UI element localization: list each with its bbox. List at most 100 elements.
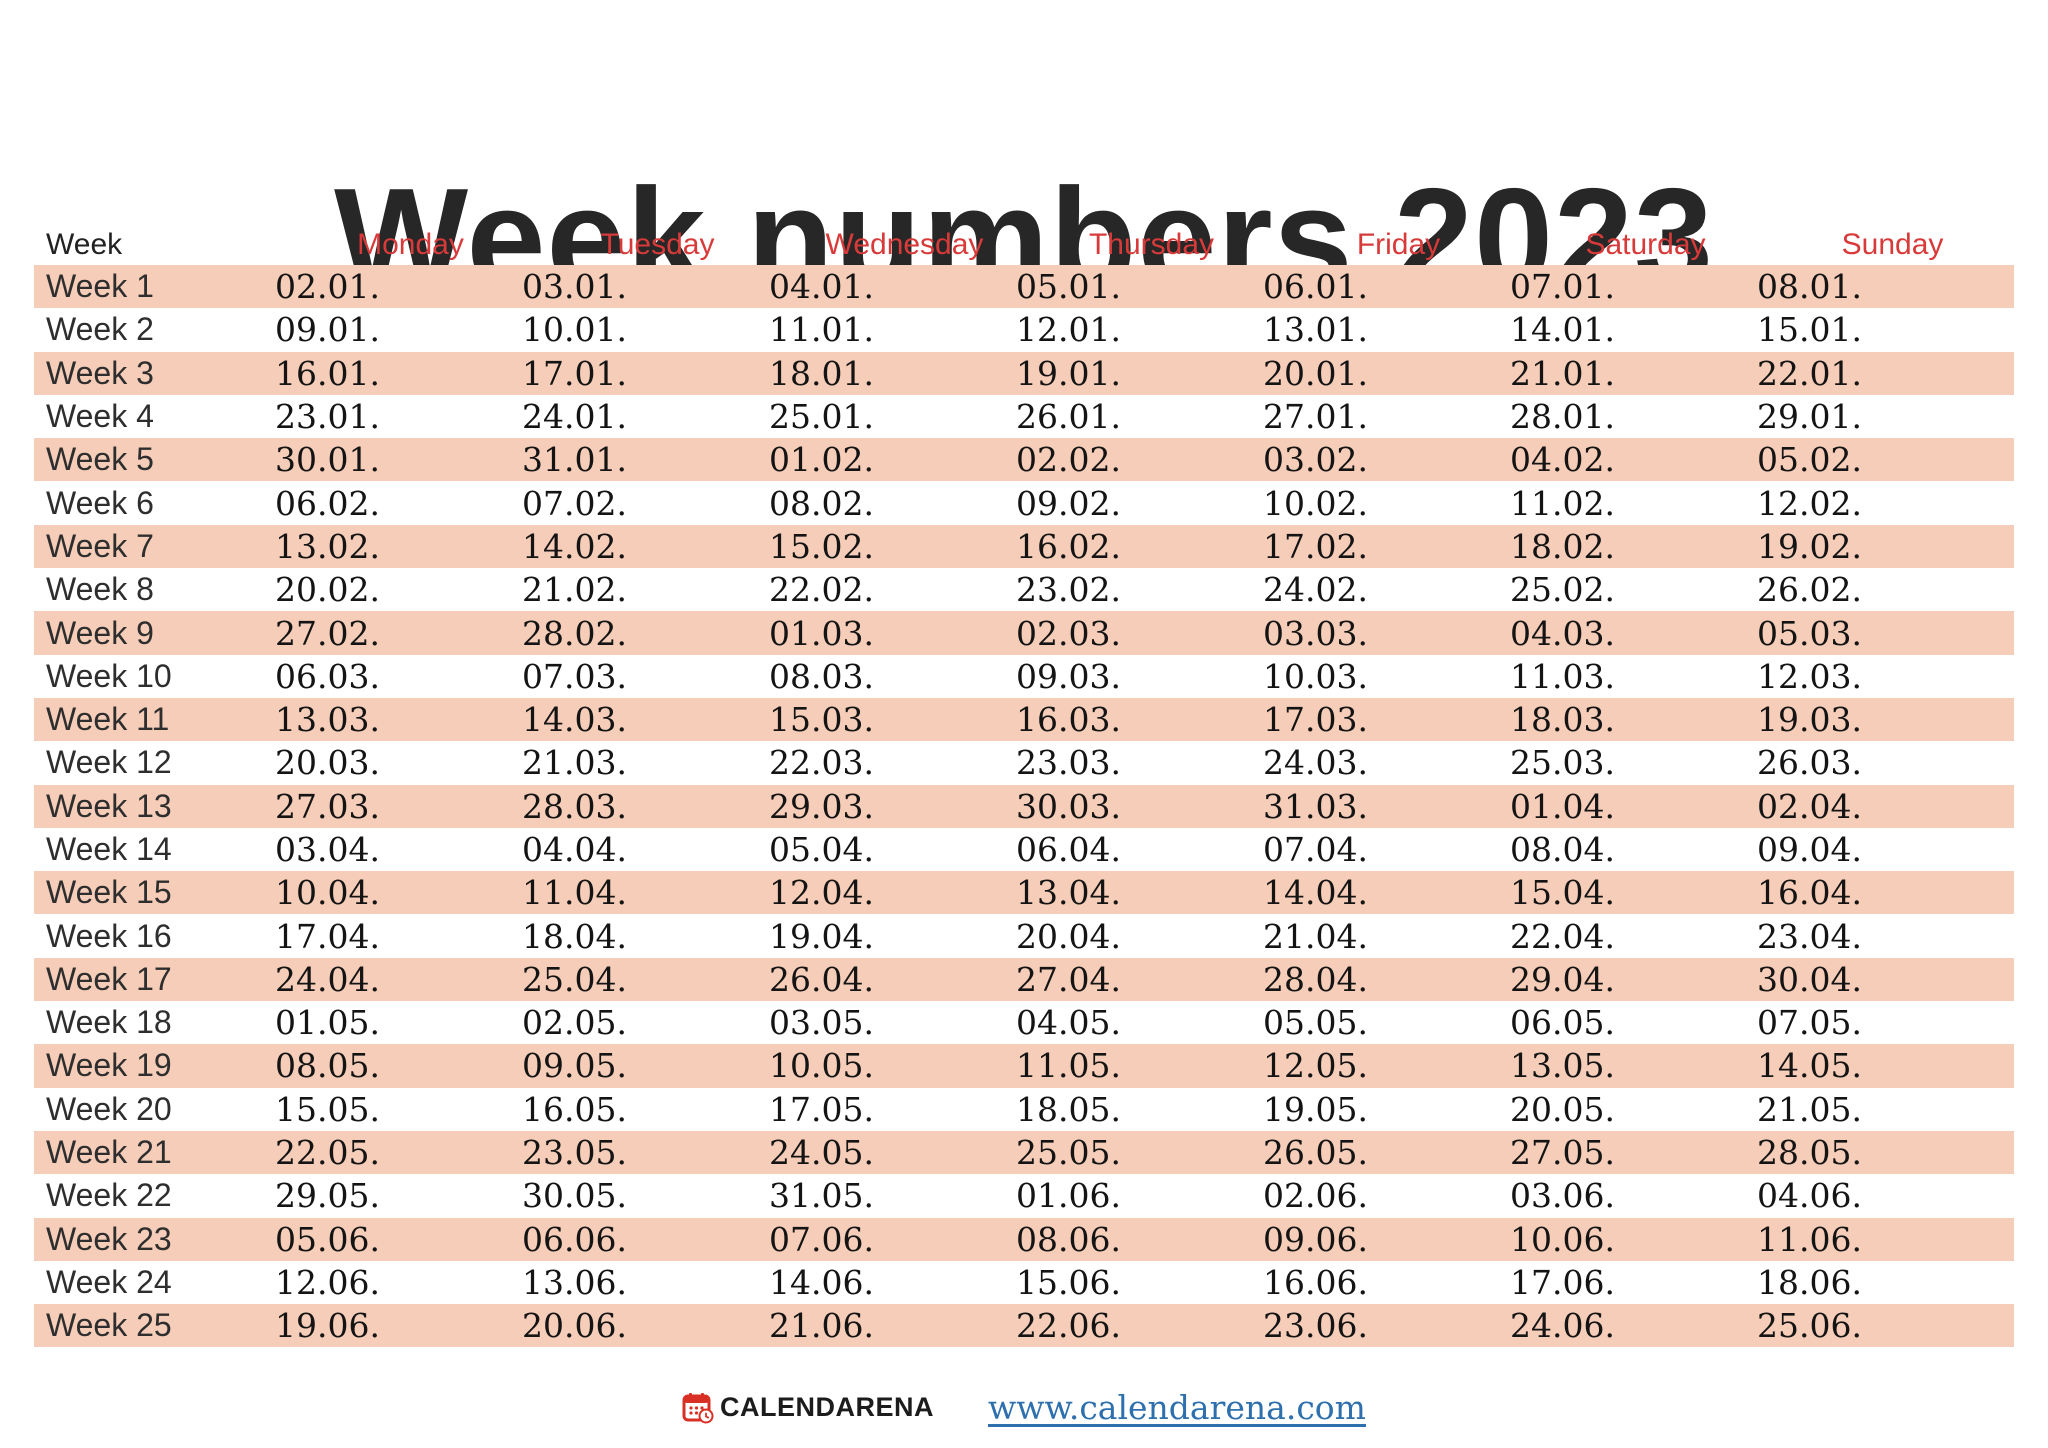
date-cell: 24.01. (451, 397, 698, 436)
date-value: 14.01. (1510, 310, 1615, 350)
date-cell: 23.01. (204, 397, 451, 436)
date-cell: 07.01. (1439, 267, 1686, 306)
date-cell: 31.03. (1192, 787, 1439, 826)
date-value: 05.05. (1263, 1003, 1368, 1043)
week-label-cell: Week 8 (34, 571, 204, 608)
date-value: 28.02. (522, 613, 627, 653)
date-cell: 11.05. (945, 1046, 1192, 1085)
date-value: 08.03. (769, 656, 874, 696)
date-cell: 18.03. (1439, 700, 1686, 739)
website-link[interactable]: www.calendarena.com (988, 1388, 1366, 1427)
date-value: 29.03. (769, 786, 874, 826)
date-cell: 26.01. (945, 397, 1192, 436)
date-value: 24.05. (769, 1133, 874, 1173)
date-value: 24.06. (1510, 1306, 1615, 1346)
week-label: Week 19 (46, 1047, 172, 1084)
date-cell: 15.04. (1439, 873, 1686, 912)
date-value: 11.02. (1510, 483, 1615, 523)
date-cell: 25.04. (451, 960, 698, 999)
date-cell: 15.03. (698, 700, 945, 739)
date-cell: 04.06. (1686, 1176, 1933, 1215)
date-cell: 23.04. (1686, 917, 1933, 956)
week-label-cell: Week 4 (34, 398, 204, 435)
date-value: 23.06. (1263, 1306, 1368, 1346)
date-cell: 09.04. (1686, 830, 1933, 869)
date-cell: 28.05. (1686, 1133, 1933, 1172)
date-cell: 21.02. (451, 570, 698, 609)
date-value: 12.01. (1016, 310, 1121, 350)
week-label-cell: Week 1 (34, 268, 204, 305)
date-cell: 04.02. (1439, 440, 1686, 479)
date-cell: 03.03. (1192, 614, 1439, 653)
date-cell: 23.02. (945, 570, 1192, 609)
date-value: 30.04. (1757, 959, 1862, 999)
date-cell: 14.01. (1439, 310, 1686, 349)
date-value: 25.04. (522, 959, 627, 999)
date-cell: 11.01. (698, 310, 945, 349)
date-value: 13.06. (522, 1262, 627, 1302)
date-value: 25.05. (1016, 1133, 1121, 1173)
date-value: 28.01. (1510, 397, 1615, 437)
date-value: 10.03. (1263, 656, 1368, 696)
date-value: 15.02. (769, 526, 874, 566)
date-value: 02.02. (1016, 440, 1121, 480)
date-cell: 05.03. (1686, 614, 1933, 653)
date-cell: 07.06. (698, 1220, 945, 1259)
table-row: Week 3 16.01. 17.01. 18.01. 19.01. 20.01… (34, 351, 2014, 395)
table-row: Week 2 09.01. 10.01. 11.01. 12.01. 13.01… (34, 308, 2014, 352)
date-cell: 08.05. (204, 1046, 451, 1085)
date-cell: 29.04. (1439, 960, 1686, 999)
table-body: Week 1 02.01. 03.01. 04.01. 05.01. 06.01… (34, 265, 2014, 1348)
date-cell: 19.05. (1192, 1090, 1439, 1129)
table-row: Week 13 27.03. 28.03. 29.03. 30.03. 31.0… (34, 784, 2014, 828)
date-value: 15.04. (1510, 873, 1615, 913)
date-cell: 12.03. (1686, 657, 1933, 696)
date-value: 17.05. (769, 1089, 874, 1129)
date-cell: 10.03. (1192, 657, 1439, 696)
date-cell: 13.06. (451, 1263, 698, 1302)
date-value: 22.05. (275, 1133, 380, 1173)
column-header-monday-label: Monday (357, 228, 464, 261)
date-value: 02.04. (1757, 786, 1862, 826)
footer: CALENDARENA www.calendarena.com (0, 1388, 2048, 1427)
date-value: 20.04. (1016, 916, 1121, 956)
date-cell: 28.03. (451, 787, 698, 826)
date-cell: 11.06. (1686, 1220, 1933, 1259)
date-value: 04.02. (1510, 440, 1615, 480)
date-value: 28.03. (522, 786, 627, 826)
date-value: 11.05. (1016, 1046, 1121, 1086)
date-value: 31.05. (769, 1176, 874, 1216)
date-value: 20.06. (522, 1306, 627, 1346)
date-value: 16.05. (522, 1089, 627, 1129)
date-value: 06.04. (1016, 830, 1121, 869)
date-cell: 17.02. (1192, 527, 1439, 566)
date-cell: 05.01. (945, 267, 1192, 306)
column-header-thursday-label: Thursday (1088, 228, 1215, 261)
date-cell: 21.03. (451, 743, 698, 782)
date-value: 03.02. (1263, 440, 1368, 480)
column-header-sunday: Sunday (1686, 228, 1944, 262)
date-value: 08.04. (1510, 830, 1615, 869)
date-cell: 15.01. (1686, 310, 1933, 349)
date-value: 04.05. (1016, 1003, 1121, 1043)
date-cell: 14.03. (451, 700, 698, 739)
date-value: 16.06. (1263, 1262, 1368, 1302)
date-cell: 04.03. (1439, 614, 1686, 653)
date-cell: 24.06. (1439, 1306, 1686, 1345)
date-cell: 30.01. (204, 440, 451, 479)
date-value: 05.04. (769, 830, 874, 869)
date-cell: 19.01. (945, 354, 1192, 393)
date-value: 19.06. (275, 1306, 380, 1346)
date-value: 15.05. (275, 1089, 380, 1129)
week-label: Week 3 (46, 354, 154, 391)
date-cell: 28.04. (1192, 960, 1439, 999)
date-value: 16.04. (1757, 873, 1862, 913)
date-cell: 12.05. (1192, 1046, 1439, 1085)
date-cell: 20.06. (451, 1306, 698, 1345)
date-value: 26.03. (1757, 743, 1862, 783)
date-value: 05.01. (1016, 267, 1121, 307)
date-value: 09.06. (1263, 1219, 1368, 1259)
date-value: 16.01. (275, 353, 380, 393)
date-value: 13.03. (275, 700, 380, 740)
date-cell: 29.01. (1686, 397, 1933, 436)
